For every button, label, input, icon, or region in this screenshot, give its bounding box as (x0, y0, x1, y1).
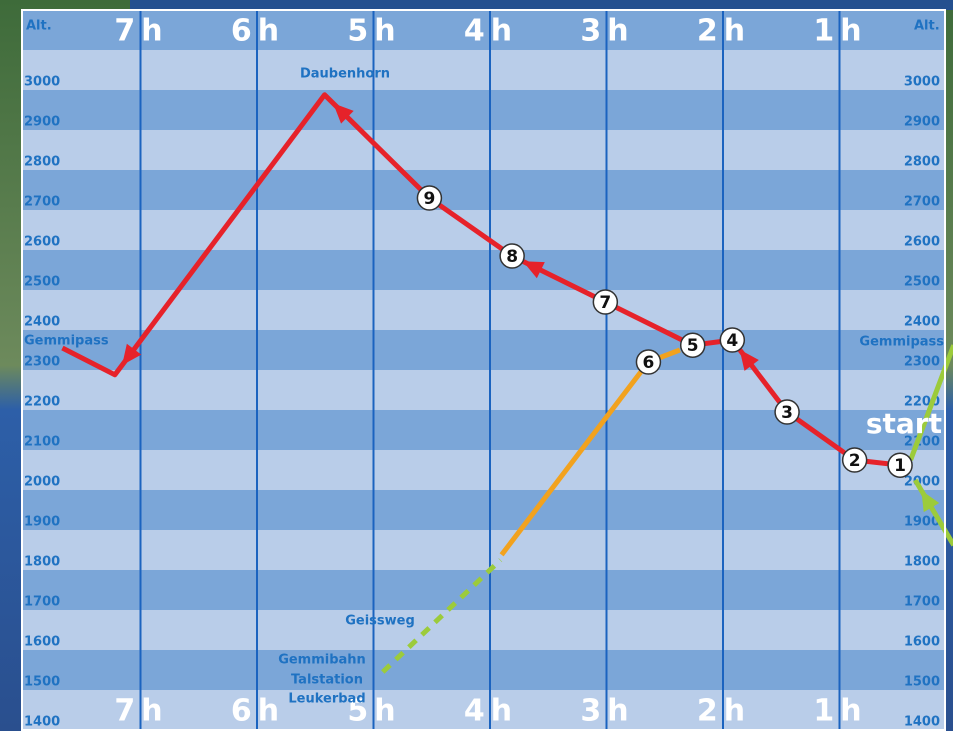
x-tick-label: 6h (231, 694, 285, 729)
waypoint-label: 2 (849, 451, 861, 471)
y-tick-label: 2300 (904, 355, 940, 370)
bands (22, 10, 945, 730)
chart: 1400 1400 1500 1500 1600 1600 1700 1700 1800 1800… (0, 0, 953, 731)
y-tick-label: 2100 (24, 435, 60, 450)
y-tick-label: 2300 (24, 355, 60, 370)
y-tick-label: 2600 (904, 235, 940, 250)
waypoint-label: 6 (643, 353, 655, 373)
annotation: Gemmipass (24, 334, 109, 349)
band (22, 370, 945, 410)
y-tick-label: 3000 (24, 75, 60, 90)
band (22, 250, 945, 290)
waypoint-label: 1 (894, 456, 906, 476)
waypoint-label: 5 (687, 336, 699, 356)
band (22, 490, 945, 530)
y-tick-label: 2400 (904, 315, 940, 330)
y-tick-label: 2700 (904, 195, 940, 210)
y-tick-label: 1400 (24, 715, 60, 730)
y-tick-label: 2000 (24, 475, 60, 490)
y-tick-label: 2900 (24, 115, 60, 130)
y-tick-label: 2200 (24, 395, 60, 410)
y-tick-label: 1900 (24, 515, 60, 530)
x-tick-label: 3h (580, 14, 634, 49)
waypoint-label: 9 (423, 189, 435, 209)
annotation: Gemmibahn (278, 653, 366, 668)
band (22, 610, 945, 650)
x-tick-label: 6h (231, 14, 285, 49)
x-tick-label: 1h (813, 694, 867, 729)
waypoint-label: 4 (726, 331, 738, 351)
y-tick-label: 1400 (904, 715, 940, 730)
band (22, 90, 945, 130)
y-tick-label: 2800 (24, 155, 60, 170)
y-tick-label: 1700 (904, 595, 940, 610)
x-tick-label: 7h (114, 14, 168, 49)
x-tick-label: 1h (813, 14, 867, 49)
band (22, 50, 945, 90)
y-tick-label: 1600 (24, 635, 60, 650)
y-tick-label: 2400 (24, 315, 60, 330)
annotation: Gemmipass (859, 335, 944, 350)
y-tick-label: 1600 (904, 635, 940, 650)
band (22, 450, 945, 490)
waypoint-label: 7 (599, 293, 611, 313)
y-tick-label: 2500 (24, 275, 60, 290)
y-tick-label: 2500 (904, 275, 940, 290)
y-tick-label: 1800 (24, 555, 60, 570)
x-tick-label: 2h (697, 694, 751, 729)
x-tick-label: 7h (114, 694, 168, 729)
y-tick-label: 2700 (24, 195, 60, 210)
band (22, 130, 945, 170)
annotation: Geissweg (345, 614, 415, 629)
band (22, 330, 945, 370)
y-tick-label: 1700 (24, 595, 60, 610)
y-tick-label: 1500 (24, 675, 60, 690)
top-strip (130, 0, 953, 10)
annotation: Daubenhorn (300, 67, 390, 82)
y-axis-label: Alt. (914, 19, 940, 34)
y-axis-label: Alt. (26, 19, 52, 34)
x-tick-label: 4h (464, 694, 518, 729)
annotation: start (866, 407, 942, 440)
annotation: Talstation (291, 673, 363, 688)
y-tick-label: 2800 (904, 155, 940, 170)
x-tick-label: 2h (697, 14, 751, 49)
waypoint-label: 3 (781, 403, 793, 423)
y-tick-label: 1800 (904, 555, 940, 570)
annotation: Leukerbad (288, 692, 365, 707)
band (22, 650, 945, 690)
band (22, 570, 945, 610)
x-tick-label: 3h (580, 694, 634, 729)
y-tick-label: 2900 (904, 115, 940, 130)
waypoint-label: 8 (506, 247, 518, 267)
x-tick-label: 4h (464, 14, 518, 49)
band (22, 410, 945, 450)
band (22, 530, 945, 570)
y-tick-label: 2600 (24, 235, 60, 250)
band (22, 210, 945, 250)
y-tick-label: 3000 (904, 75, 940, 90)
y-tick-label: 1500 (904, 675, 940, 690)
band (22, 170, 945, 210)
x-tick-label: 5h (347, 14, 401, 49)
